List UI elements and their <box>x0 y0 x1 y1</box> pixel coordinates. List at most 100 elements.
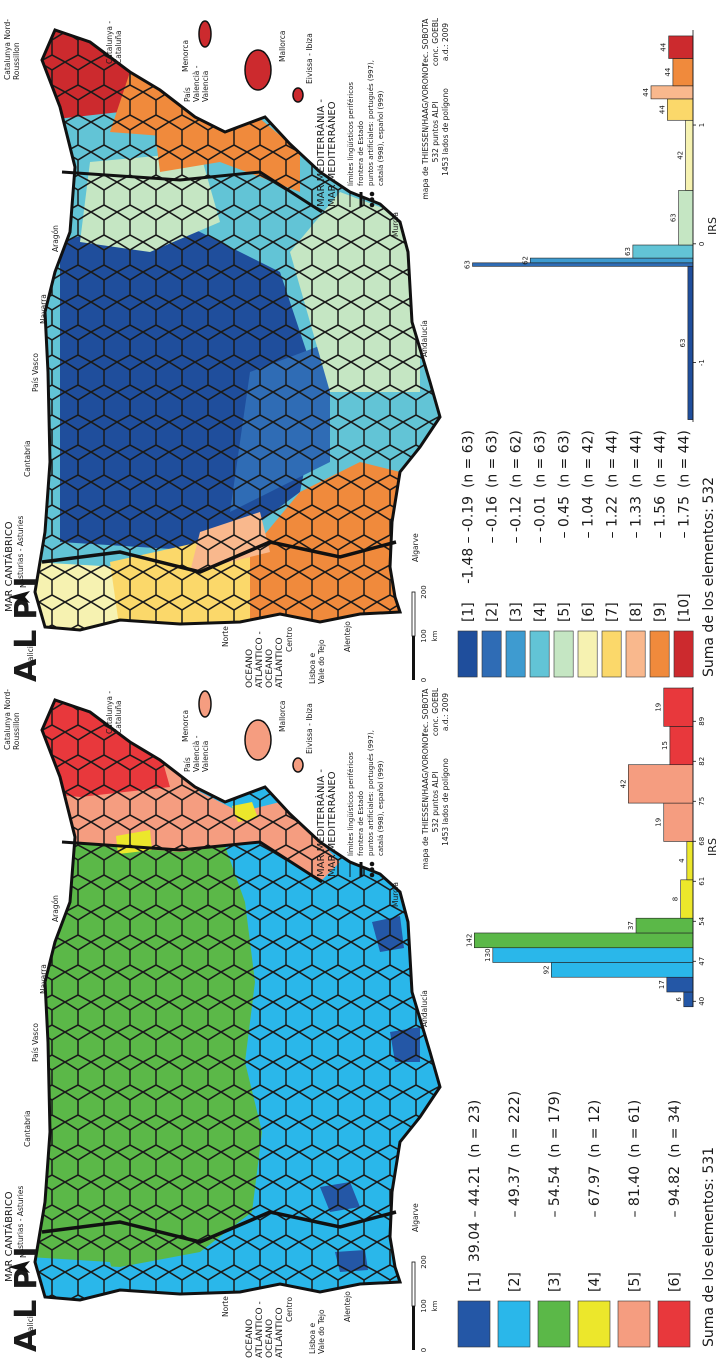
place-label: Roussillon <box>12 712 21 750</box>
credit: conc. GOEBL <box>431 17 440 66</box>
legend-range: – 1.22 <box>604 496 620 538</box>
place-label: País Vasco <box>31 353 40 392</box>
histogram-bar <box>681 880 693 918</box>
histogram-bar <box>673 59 693 86</box>
place-label: Catalunya Nord- <box>3 689 12 750</box>
place-label: Norte <box>221 626 230 647</box>
x-tick-label: 40 <box>698 997 706 1006</box>
bar-label: 44 <box>642 87 650 96</box>
legend-range: – 1.33 <box>628 496 644 538</box>
key-sample <box>370 873 375 878</box>
place-label: Vale do Tejo <box>317 639 326 684</box>
scale-label: 100 <box>420 629 428 642</box>
place-label: Aragón <box>51 895 60 922</box>
legend-swatch <box>578 1301 610 1347</box>
x-tick-label: 68 <box>698 837 706 846</box>
key-label: límites lingüísticos periféricos <box>347 752 355 856</box>
island <box>293 88 303 102</box>
histogram-bar <box>670 726 693 764</box>
legend-swatch <box>458 631 477 677</box>
credit: fec. SOBOTA <box>421 688 430 736</box>
credit: conc. GOEBL <box>431 687 440 736</box>
place-label: País <box>183 757 192 772</box>
place-label: Algarve <box>411 1203 420 1232</box>
legend-swatch <box>626 631 645 677</box>
bar-label: 92 <box>542 965 550 974</box>
legend-id: [4] <box>532 602 548 622</box>
bar-label: 4 <box>678 858 686 863</box>
place-label: País Vasco <box>31 1023 40 1062</box>
place-label: Lisboa e <box>308 653 317 684</box>
bar-label: 8 <box>672 897 680 901</box>
legend-id: [2] <box>507 1272 523 1292</box>
key-label: frontera de Estado <box>357 791 365 856</box>
x-tick-label: 82 <box>698 757 706 766</box>
key-label: puntos artificiales: portugués (997), <box>367 60 375 186</box>
sea-label: MAR MEDITERRÁNEO <box>325 101 338 207</box>
ocean-label: OCEANO <box>245 1319 255 1358</box>
legend-range: – 54.54 <box>547 1166 563 1218</box>
bar-label: 62 <box>521 256 529 265</box>
place-label: Cantabria <box>23 1110 32 1147</box>
histogram-bar <box>688 266 693 419</box>
legend-count: (n = 222) <box>507 1091 523 1158</box>
key-sample <box>370 867 375 872</box>
legend-swatch <box>602 631 621 677</box>
legend-swatch <box>506 631 525 677</box>
legend-count: (n = 44) <box>628 430 644 488</box>
legend-range: 39.04 – 44.21 <box>467 1166 483 1262</box>
page: ALPI html, body { margin: 0; padding: 0;… <box>0 0 720 1362</box>
legend-count: (n = 34) <box>667 1100 683 1158</box>
x-tick-label: 0 <box>698 242 706 246</box>
sea-label: MAR MEDITERRÀNIA - <box>314 99 327 207</box>
legend-range: – -0.16 <box>484 496 500 543</box>
legend-total: Suma de los elementos: 531 <box>701 1147 717 1347</box>
place-label: Norte <box>221 1296 230 1317</box>
legend-swatch <box>658 1301 690 1347</box>
place-label: Algarve <box>411 533 420 562</box>
place-label: Valencià - <box>192 735 201 772</box>
ocean-label: ATLÁNTICO - <box>253 1301 265 1358</box>
legend-id: [7] <box>604 602 620 622</box>
credit: mapa de THIESSEN/HAAG/VORONOI <box>421 734 430 869</box>
key-sample <box>370 192 375 197</box>
place-label: Cantabria <box>23 440 32 477</box>
place-label: Navarra <box>39 294 48 324</box>
legend-count: (n = 63) <box>532 430 548 488</box>
histogram-bar <box>667 99 693 120</box>
legend-count: (n = 42) <box>580 430 596 488</box>
place-label: Aragón <box>51 225 60 252</box>
histogram-bar <box>628 765 693 803</box>
legend-count: (n = 63) <box>460 430 476 488</box>
bar-label: 19 <box>655 703 663 712</box>
legend-range: – 94.82 <box>667 1166 683 1218</box>
place-label: Eivissa - Ibiza <box>305 703 314 754</box>
place-label: Valencia <box>201 741 210 772</box>
place-label: Catalunya - <box>105 21 114 64</box>
place-label: Lisboa e <box>308 1323 317 1354</box>
place-label: Centro <box>285 627 294 652</box>
ocean-label: ATLÁNTICO <box>273 1307 285 1358</box>
x-tick-label: 1 <box>698 123 706 127</box>
bar-label: 42 <box>677 151 685 160</box>
legend-id: [2] <box>484 602 500 622</box>
legend-id: [3] <box>547 1272 563 1292</box>
legend-swatch <box>498 1301 530 1347</box>
place-label: Eivissa - Ibiza <box>305 33 314 84</box>
x-tick-label: 89 <box>698 717 706 726</box>
scale-unit: km <box>431 630 439 641</box>
histogram-bar <box>667 977 693 992</box>
credit: a.d.: 2009 <box>441 693 450 731</box>
x-tick-label: -1 <box>698 359 706 366</box>
legend-count: (n = 63) <box>556 430 572 488</box>
legend-id: [3] <box>508 602 524 622</box>
bar-label: 142 <box>465 934 473 947</box>
bar-label: 37 <box>627 921 635 930</box>
bar-label: 6 <box>675 997 683 1002</box>
sea-label: MAR CANTÁBRICO <box>2 521 15 612</box>
legend-count: (n = 44) <box>604 430 620 488</box>
place-label: Vale do Tejo <box>317 1309 326 1354</box>
ocean-label: ATLÁNTICO <box>273 637 285 688</box>
place-label: Mallorca <box>278 701 287 732</box>
figure: ALPINMAR CANTÁBRICOOCEANOATLÁNTICO -OCEA… <box>0 0 720 1362</box>
